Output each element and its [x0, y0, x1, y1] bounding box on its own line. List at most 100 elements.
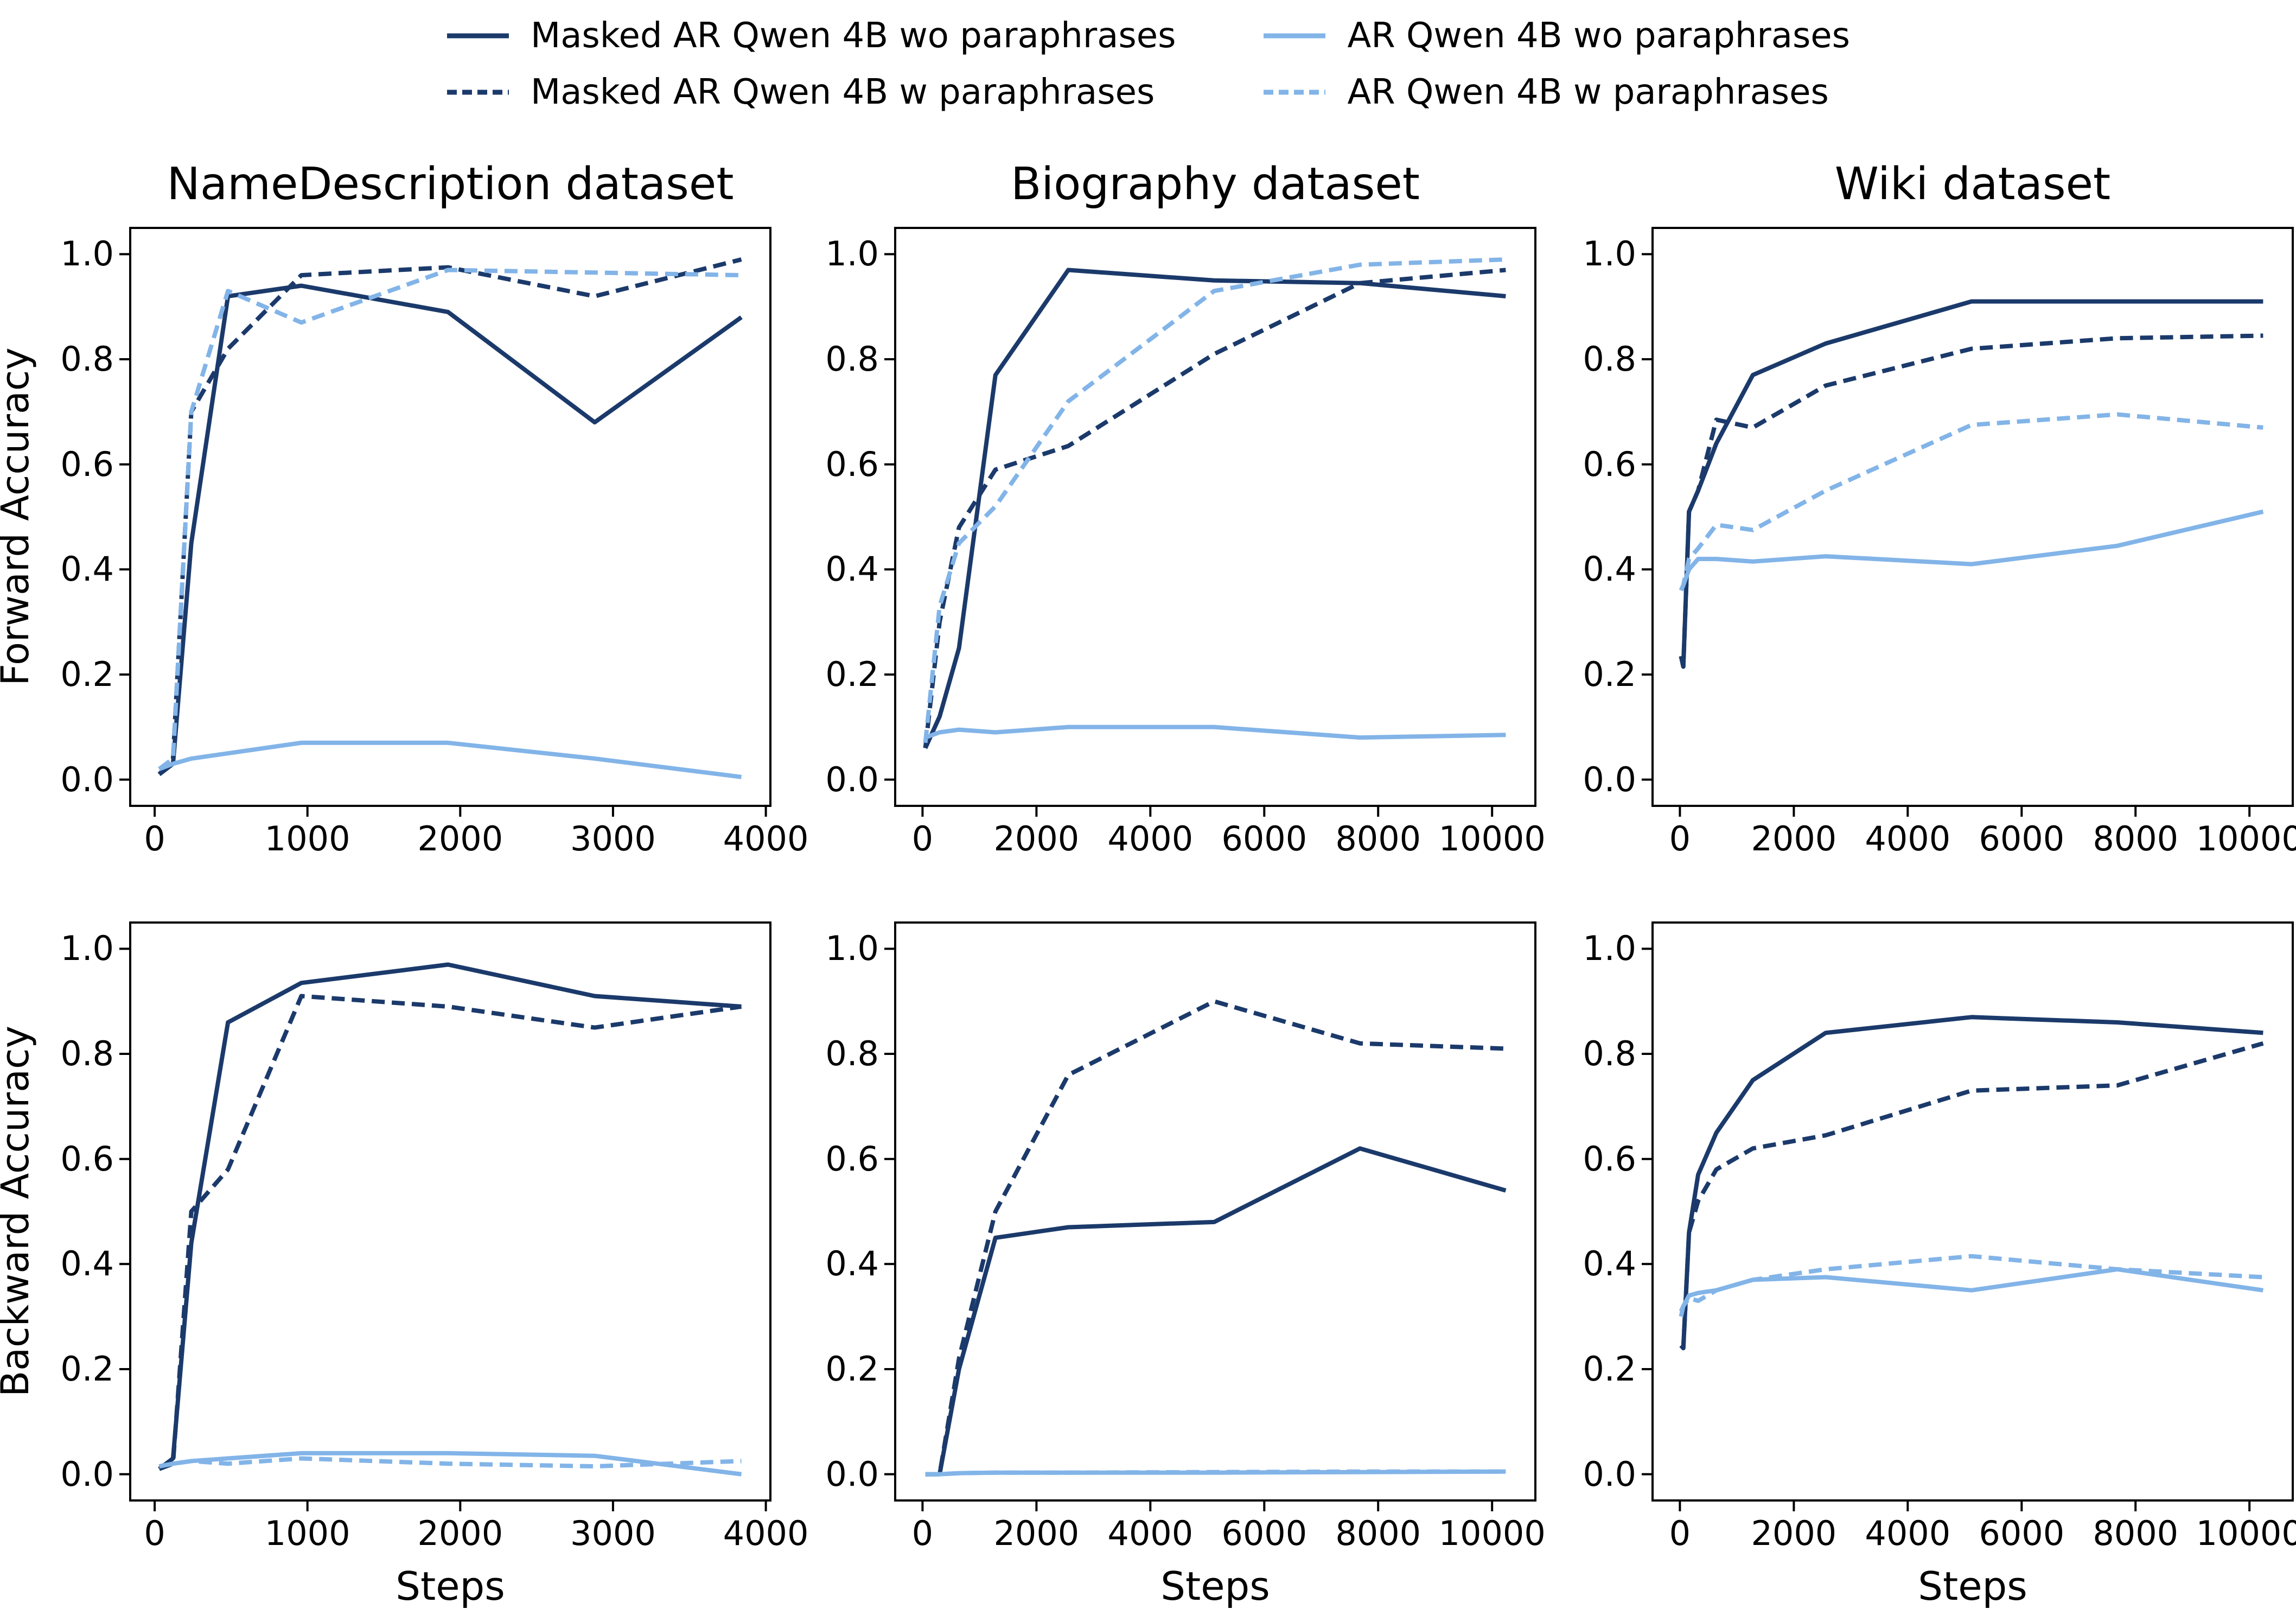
x-tick-labels: 0 2000 4000 6000 8000 10000	[1653, 806, 2296, 866]
plot-title: NameDescription dataset	[167, 158, 734, 210]
axes-spines	[894, 227, 1536, 807]
y-tick-label: 1.0	[1583, 928, 1636, 969]
x-tick-label: 3000	[570, 1513, 656, 1553]
x-tick-label: 0	[911, 819, 934, 858]
subplot-backward-namedescription: Backward Accuracy 0.0 0.2 0.4 0.6 0.8 1.0 0 10…	[0, 921, 808, 1609]
axis-ticks	[1642, 253, 2251, 817]
y-tick-label: 0.4	[825, 549, 879, 589]
legend-entry-masked-w: Masked AR Qwen 4B w paraphrases	[446, 71, 1176, 114]
plot-title: Biography dataset	[1011, 158, 1420, 210]
x-tick-label: 4000	[1107, 819, 1194, 858]
y-tick-label: 0.8	[825, 339, 879, 379]
y-tick-label: 0.8	[60, 339, 114, 379]
axes-spines	[1651, 921, 2294, 1502]
subplot-backward-biography: 0.0 0.2 0.4 0.6 0.8 1.0 0 2000 4000 6000 8000 1000…	[825, 921, 1546, 1609]
y-tick-label: 0.6	[1583, 1139, 1636, 1179]
x-tick-label: 10000	[1438, 1513, 1546, 1553]
y-tick-label: 0.6	[60, 444, 114, 484]
x-tick-label: 4000	[1865, 1513, 1951, 1553]
legend-label: AR Qwen 4B wo paraphrases	[1347, 16, 1851, 56]
series-line	[1679, 1041, 2264, 1351]
x-tick-labels: 0 1000 2000 3000 4000	[130, 806, 808, 866]
plot-area	[884, 921, 1536, 1511]
x-tick-label: 2000	[1751, 819, 1837, 858]
y-tick-label: 0.8	[1583, 339, 1636, 379]
axis-ticks	[1642, 947, 2251, 1511]
x-tick-labels: 0 1000 2000 3000 4000	[130, 1500, 808, 1560]
y-tick-label: 0.6	[825, 444, 879, 484]
axes-spines	[894, 921, 1536, 1502]
series-line	[1679, 412, 2263, 592]
y-tick-label: 0.4	[1583, 1244, 1636, 1284]
y-tick-label: 0.8	[1583, 1034, 1636, 1074]
series-line	[158, 283, 743, 777]
axes-spines	[1651, 227, 2294, 807]
axis-ticks	[119, 947, 767, 1511]
y-tick-label: 0.4	[825, 1244, 879, 1284]
x-tick-label: 0	[1669, 1513, 1691, 1553]
y-tick-labels: 0.0 0.2 0.4 0.6 0.8 1.0	[1522, 228, 1653, 806]
y-tick-labels: 0.0 0.2 0.4 0.6 0.8 1.0	[765, 923, 895, 1500]
legend-label: AR Qwen 4B w paraphrases	[1347, 72, 1829, 112]
y-tick-labels: 0.0 0.2 0.4 0.6 0.8 1.0	[0, 228, 130, 806]
y-tick-label: 0.0	[1583, 1454, 1636, 1494]
x-axis-label: Steps	[1160, 1563, 1270, 1609]
series-line	[925, 999, 1506, 1477]
series-line	[1679, 333, 2263, 669]
legend-label: Masked AR Qwen 4B w paraphrases	[530, 72, 1155, 112]
x-tick-label: 10000	[2196, 1513, 2296, 1553]
y-tick-label: 0.2	[60, 1349, 114, 1389]
legend-column-ar: AR Qwen 4B wo paraphrases AR Qwen 4B w p…	[1262, 14, 1850, 114]
series-line	[923, 268, 1506, 748]
y-tick-label: 0.4	[60, 1244, 114, 1284]
x-tick-label: 4000	[723, 819, 809, 858]
y-tick-label: 1.0	[825, 234, 879, 274]
y-tick-label: 0.2	[825, 1349, 879, 1389]
chart-legend: Masked AR Qwen 4B wo paraphrases Masked …	[446, 14, 1850, 114]
y-tick-label: 0.2	[60, 654, 114, 694]
y-tick-label: 0.0	[825, 759, 879, 799]
series-line	[158, 994, 742, 1471]
y-tick-label: 0.4	[60, 549, 114, 589]
series-line	[158, 1456, 742, 1469]
x-tick-label: 0	[144, 1513, 165, 1553]
y-tick-label: 0.2	[1583, 654, 1636, 694]
axis-ticks	[884, 253, 1494, 817]
x-tick-label: 3000	[570, 819, 656, 858]
x-tick-label: 4000	[1865, 819, 1951, 858]
y-tick-label: 1.0	[60, 234, 114, 274]
y-tick-label: 0.0	[1583, 759, 1636, 799]
dashed-navy-line-swatch-icon	[447, 90, 509, 95]
x-tick-labels: 0 2000 4000 6000 8000 10000	[895, 1500, 1546, 1560]
x-tick-label: 6000	[1979, 819, 2065, 858]
solid-lightblue-line-swatch-icon	[1264, 33, 1326, 39]
series-line	[1679, 299, 2263, 669]
y-tick-label: 0.2	[825, 654, 879, 694]
x-tick-label: 1000	[264, 1513, 350, 1553]
x-tick-label: 2000	[417, 819, 503, 858]
subplot-forward-biography: Biography dataset 0.0 0.2 0.4 0.6 0.8 1.0 0 20…	[825, 158, 1545, 856]
x-tick-label: 6000	[1221, 819, 1308, 858]
series-line	[924, 724, 1506, 740]
subplot-backward-wiki: 0.0 0.2 0.4 0.6 0.8 1.0 0 2000 4000 6000 8000 1000…	[1583, 921, 2296, 1609]
legend-column-masked: Masked AR Qwen 4B wo paraphrases Masked …	[446, 14, 1176, 114]
legend-entry-masked-wo: Masked AR Qwen 4B wo paraphrases	[446, 14, 1176, 58]
solid-navy-line-swatch-icon	[447, 33, 509, 39]
series-line	[1679, 1267, 2263, 1317]
subplot-forward-namedescription: NameDescription dataset Forward Accuracy…	[0, 158, 808, 856]
y-tick-label: 0.8	[60, 1034, 114, 1074]
series-line	[925, 1469, 1506, 1477]
series-line	[158, 1451, 742, 1477]
subplot-forward-wiki: Wiki dataset 0.0 0.2 0.4 0.6 0.8 1.0 0 2000 400…	[1583, 158, 2296, 856]
x-tick-label: 1000	[264, 819, 350, 858]
legend-entry-ar-wo: AR Qwen 4B wo paraphrases	[1262, 14, 1850, 58]
plot-area	[1642, 227, 2294, 817]
x-tick-label: 0	[911, 1513, 934, 1553]
x-tick-label: 10000	[2196, 819, 2296, 858]
x-tick-label: 8000	[1335, 819, 1421, 858]
series-line	[1679, 509, 2264, 592]
series-line	[158, 962, 742, 1471]
y-tick-label: 0.6	[60, 1139, 114, 1179]
plot-area	[1642, 921, 2294, 1511]
y-tick-labels: 0.0 0.2 0.4 0.6 0.8 1.0	[1522, 923, 1653, 1500]
